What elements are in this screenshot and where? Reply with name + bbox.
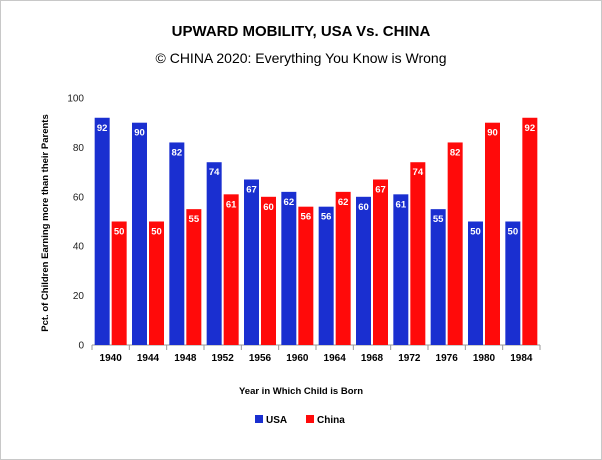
bar-usa [281,191,297,345]
y-axis-label: Pct. of Children Earning more than their… [40,114,51,331]
x-tick-label: 1960 [286,353,309,364]
y-tick-label: 40 [73,242,85,253]
x-tick-label: 1968 [361,353,384,364]
x-tick-label: 1964 [324,353,347,364]
chart-subtitle: © CHINA 2020: Everything You Know is Wro… [156,50,447,66]
data-label-china: 62 [338,197,349,208]
bar-china [522,117,538,345]
data-label-china: 74 [413,167,424,178]
x-tick-label: 1980 [473,353,496,364]
x-tick-label: 1972 [398,353,421,364]
bar-usa [505,221,521,345]
data-label-usa: 60 [358,202,369,213]
data-label-china: 82 [450,147,461,158]
x-tick-label: 1944 [137,353,160,364]
bar-china [261,196,276,345]
data-label-usa: 90 [134,128,145,139]
data-label-china: 90 [487,128,498,139]
data-label-china: 60 [263,202,274,213]
bar-usa [132,122,147,345]
data-label-usa: 92 [97,123,108,134]
bar-china [186,209,202,345]
bars: 92 50 90 50 82 55 74 61 67 60 62 56 56 62 60 67 61 74 55 82… [94,117,538,345]
data-label-usa: 61 [396,199,407,210]
bar-china [335,191,351,345]
legend: USA China [255,415,345,426]
y-tick-label: 60 [73,192,85,203]
bar-usa [318,206,334,345]
bar-china [111,221,127,345]
x-axis-label: Year in Which Child is Born [239,386,363,397]
bar-usa [244,179,259,345]
data-label-usa: 50 [508,227,519,238]
x-tick-label: 1984 [510,353,533,364]
data-label-china: 92 [525,123,536,134]
data-label-usa: 62 [284,197,295,208]
data-label-china: 50 [114,227,125,238]
y-tick-label: 0 [78,341,84,352]
x-tick-label: 1940 [100,353,123,364]
bar-china [223,194,239,345]
x-tick-label: 1948 [174,353,197,364]
x-tick-label: 1956 [249,353,272,364]
data-label-china: 50 [151,227,162,238]
data-label-usa: 74 [209,167,220,178]
data-label-usa: 55 [433,214,444,225]
data-label-usa: 56 [321,212,332,223]
y-tick-label: 100 [67,94,84,105]
bar-china [149,221,164,345]
data-label-china: 55 [189,214,200,225]
bar-usa [356,196,371,345]
bar-china [298,206,314,345]
x-tick-label: 1976 [436,353,459,364]
data-label-china: 67 [375,185,386,196]
legend-swatch-usa [255,415,263,423]
data-label-usa: 67 [246,185,257,196]
data-label-usa: 50 [470,227,481,238]
data-label-usa: 82 [172,147,183,158]
bar-china [373,179,388,345]
axes: 0 20 40 60 80 100 1940 1944 1948 1952 1956 1960 1964… [67,94,541,364]
legend-label-china: China [317,415,345,426]
x-tick-label: 1952 [212,353,235,364]
data-label-china: 56 [301,212,312,223]
bar-usa [430,209,446,345]
y-tick-label: 20 [73,291,85,302]
bar-china [410,162,426,345]
chart-title: UPWARD MOBILITY, USA Vs. CHINA [172,23,431,40]
legend-label-usa: USA [266,415,287,426]
bar-usa [206,162,222,345]
bar-usa [393,194,409,345]
bar-usa [468,221,483,345]
bar-china [485,122,500,345]
legend-swatch-china [306,415,314,423]
data-label-china: 61 [226,199,237,210]
bar-usa [169,142,185,345]
bar-usa [94,117,110,345]
y-tick-label: 80 [73,143,85,154]
bar-china [447,142,463,345]
